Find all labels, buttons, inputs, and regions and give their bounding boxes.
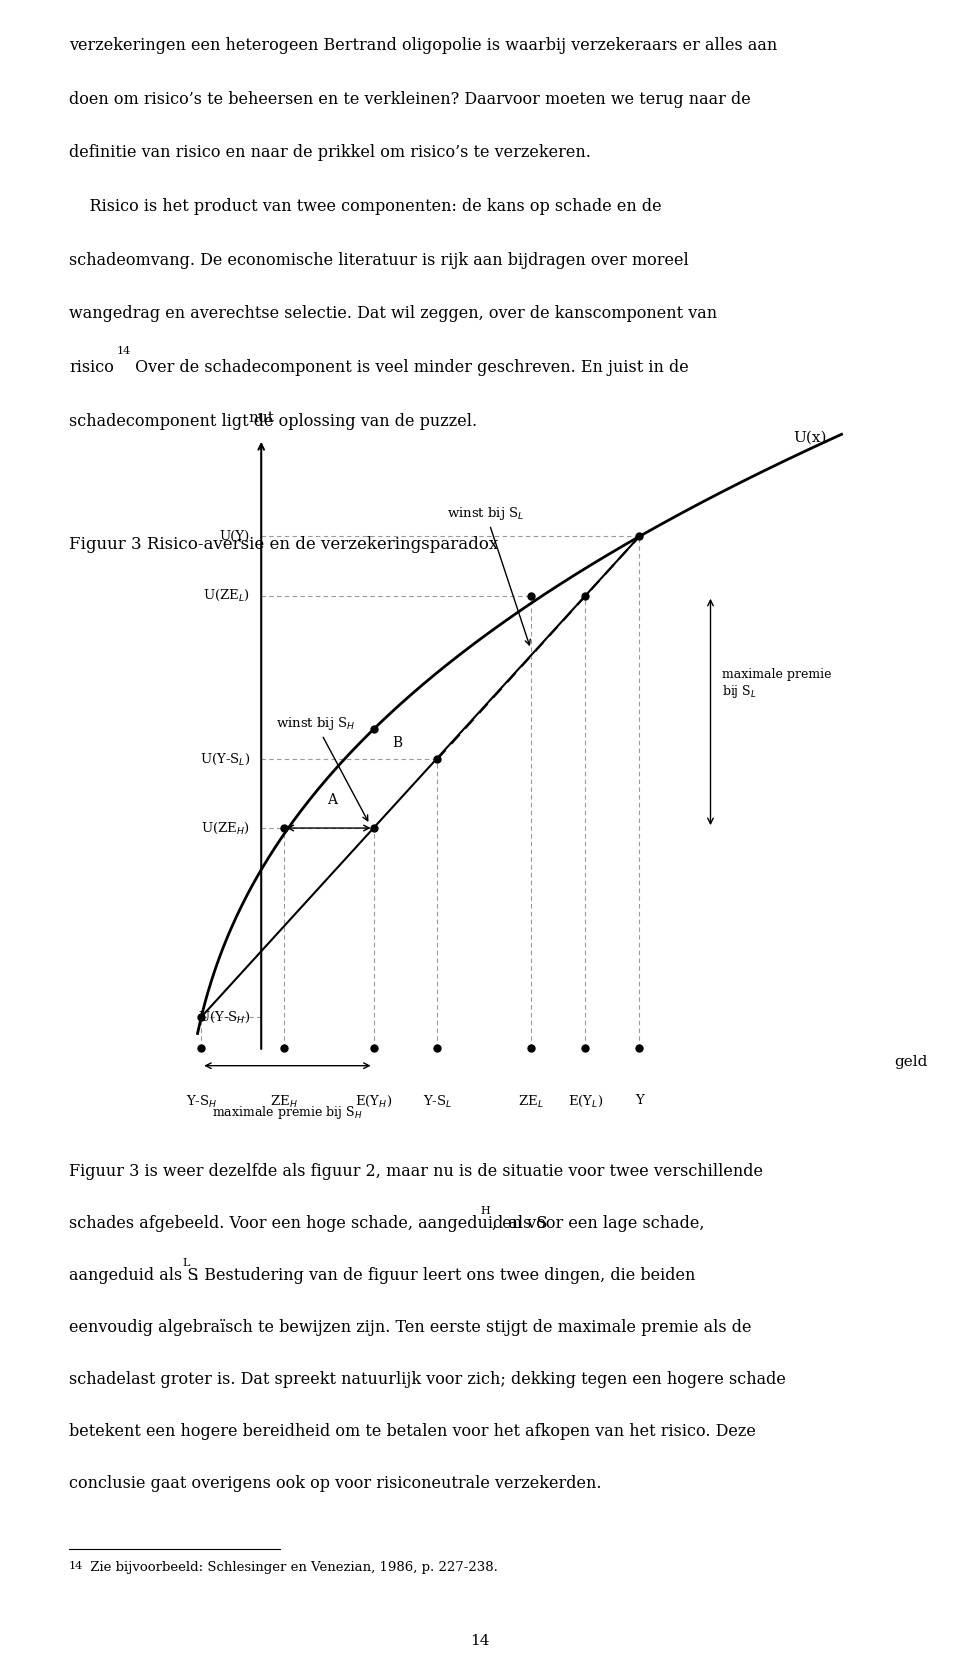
Text: U(ZE$_L$): U(ZE$_L$) [203, 589, 250, 604]
Text: ZE$_H$: ZE$_H$ [270, 1094, 298, 1109]
Text: U(x): U(x) [793, 430, 827, 445]
Text: U(Y): U(Y) [220, 530, 250, 544]
Text: risico: risico [69, 359, 114, 376]
Text: U(ZE$_H$): U(ZE$_H$) [202, 821, 250, 836]
Text: geld: geld [894, 1055, 927, 1069]
Text: winst bij S$_H$: winst bij S$_H$ [276, 715, 368, 821]
Text: 14: 14 [69, 1561, 84, 1571]
Text: 14: 14 [470, 1634, 490, 1648]
Text: conclusie gaat overigens ook op voor risiconeutrale verzekerden.: conclusie gaat overigens ook op voor ris… [69, 1475, 602, 1492]
Text: U(Y-S$_L$): U(Y-S$_L$) [200, 752, 250, 767]
Text: maximale premie
bij S$_L$: maximale premie bij S$_L$ [722, 668, 831, 700]
Text: Zie bijvoorbeeld: Schlesinger en Venezian, 1986, p. 227-238.: Zie bijvoorbeeld: Schlesinger en Venezia… [86, 1561, 498, 1574]
Text: U(Y-S$_H$): U(Y-S$_H$) [198, 1010, 250, 1025]
Text: Figuur 3 is weer dezelfde als figuur 2, maar nu is de situatie voor twee verschi: Figuur 3 is weer dezelfde als figuur 2, … [69, 1163, 763, 1180]
Text: wangedrag en averechtse selectie. Dat wil zeggen, over de kanscomponent van: wangedrag en averechtse selectie. Dat wi… [69, 305, 717, 322]
Text: . Bestudering van de figuur leert ons twee dingen, die beiden: . Bestudering van de figuur leert ons tw… [194, 1267, 695, 1284]
Text: schadecomponent ligt de oplossing van de puzzel.: schadecomponent ligt de oplossing van de… [69, 413, 477, 430]
Text: B: B [393, 735, 402, 750]
Text: definitie van risico en naar de prikkel om risico’s te verzekeren.: definitie van risico en naar de prikkel … [69, 144, 591, 161]
Text: nut: nut [249, 411, 275, 425]
Text: schadeomvang. De economische literatuur is rijk aan bijdragen over moreel: schadeomvang. De economische literatuur … [69, 252, 689, 268]
Text: 14: 14 [116, 346, 131, 356]
Text: schades afgebeeld. Voor een hoge schade, aangeduid als S: schades afgebeeld. Voor een hoge schade,… [69, 1215, 547, 1232]
Text: Y-S$_H$: Y-S$_H$ [185, 1094, 217, 1109]
Text: E(Y$_L$): E(Y$_L$) [567, 1094, 603, 1109]
Text: maximale premie bij S$_H$: maximale premie bij S$_H$ [212, 1104, 363, 1121]
Text: Y: Y [635, 1094, 644, 1106]
Text: betekent een hogere bereidheid om te betalen voor het afkopen van het risico. De: betekent een hogere bereidheid om te bet… [69, 1423, 756, 1440]
Text: Figuur 3 Risico-aversie en de verzekeringsparadox: Figuur 3 Risico-aversie en de verzekerin… [69, 537, 498, 554]
Text: Risico is het product van twee componenten: de kans op schade en de: Risico is het product van twee component… [69, 198, 661, 215]
Text: eenvoudig algebraïsch te bewijzen zijn. Ten eerste stijgt de maximale premie als: eenvoudig algebraïsch te bewijzen zijn. … [69, 1319, 752, 1336]
Text: schadelast groter is. Dat spreekt natuurlijk voor zich; dekking tegen een hogere: schadelast groter is. Dat spreekt natuur… [69, 1371, 786, 1388]
Text: , en voor een lage schade,: , en voor een lage schade, [492, 1215, 705, 1232]
Text: H: H [480, 1206, 490, 1217]
Text: E(Y$_H$): E(Y$_H$) [355, 1094, 392, 1109]
Text: L: L [182, 1258, 190, 1269]
Text: winst bij S$_L$: winst bij S$_L$ [447, 505, 530, 644]
Text: verzekeringen een heterogeen Bertrand oligopolie is waarbij verzekeraars er alle: verzekeringen een heterogeen Bertrand ol… [69, 37, 778, 54]
Text: A: A [327, 792, 337, 807]
Text: ZE$_L$: ZE$_L$ [518, 1094, 543, 1109]
Text: Over de schadecomponent is veel minder geschreven. En juist in de: Over de schadecomponent is veel minder g… [130, 359, 688, 376]
Text: aangeduid als S: aangeduid als S [69, 1267, 199, 1284]
Text: doen om risico’s te beheersen en te verkleinen? Daarvoor moeten we terug naar de: doen om risico’s te beheersen en te verk… [69, 91, 751, 107]
Text: Y-S$_L$: Y-S$_L$ [422, 1094, 452, 1109]
